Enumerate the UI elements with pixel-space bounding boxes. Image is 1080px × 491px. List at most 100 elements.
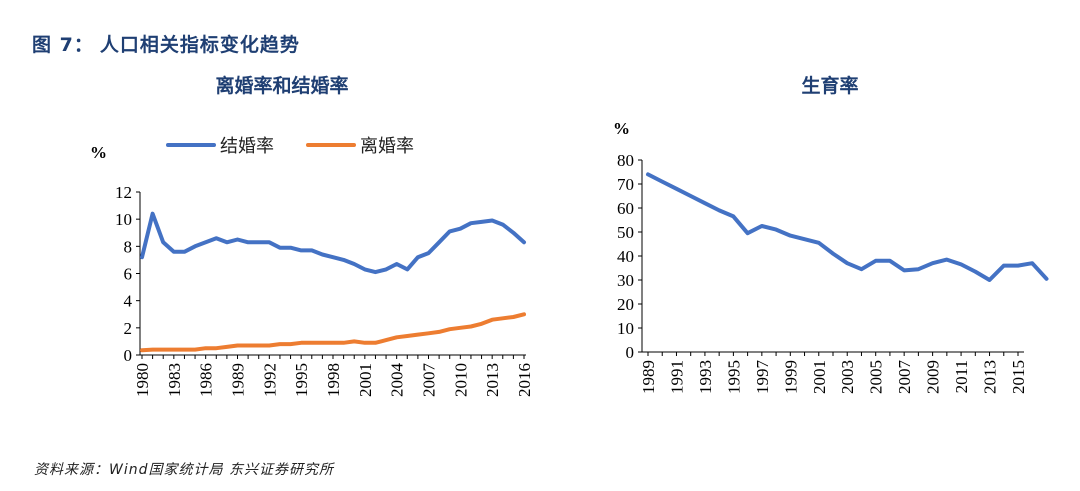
data-point: [646, 172, 650, 176]
x-tick-label: 2007: [895, 360, 914, 395]
data-point: [522, 312, 526, 316]
x-tick-label: 2010: [451, 363, 470, 397]
data-point: [363, 341, 367, 345]
data-point: [172, 250, 176, 254]
x-tick-label: 1989: [229, 363, 248, 397]
data-point: [469, 221, 473, 225]
x-tick-label: 2005: [867, 360, 886, 394]
data-point: [437, 330, 441, 334]
x-tick-label: 2001: [356, 363, 375, 397]
data-point: [1030, 261, 1034, 265]
data-point: [973, 270, 977, 274]
x-tick-label: 2009: [924, 360, 943, 394]
data-point: [161, 348, 165, 352]
data-point: [458, 326, 462, 330]
data-point: [151, 348, 155, 352]
data-point: [320, 341, 324, 345]
data-point: [874, 259, 878, 263]
data-point: [352, 339, 356, 343]
figure-title: 图 7： 人口相关指标变化趋势: [32, 30, 300, 57]
figure-title-text: 人口相关指标变化趋势: [99, 34, 300, 56]
chart-title: 生育率: [801, 74, 858, 97]
x-tick-label: 1989: [639, 360, 658, 394]
data-point: [426, 251, 431, 255]
x-tick-label: 1993: [696, 360, 715, 394]
data-point: [405, 267, 409, 271]
data-point: [278, 342, 282, 346]
marriage-divorce-chart: 离婚率和结婚率% 0 2 4 6 8 10 12 1980 1983 1986 1989 1992 199…: [90, 74, 534, 397]
data-point: [437, 240, 441, 244]
x-tick-label: 2015: [1009, 360, 1028, 394]
y-tick-label: 20: [617, 295, 634, 314]
data-point: [214, 236, 218, 240]
data-point: [235, 237, 240, 242]
data-point: [480, 220, 484, 224]
data-point: [182, 348, 186, 352]
data-point: [458, 227, 462, 231]
x-tick-label: 1997: [753, 360, 772, 395]
data-point: [788, 234, 792, 238]
y-tick-label: 60: [617, 199, 634, 218]
data-point: [257, 343, 261, 348]
data-point: [405, 334, 409, 338]
data-point: [267, 343, 271, 348]
x-tick-label: 2013: [981, 360, 1000, 394]
x-tick-label: 2007: [420, 363, 439, 398]
data-point: [501, 223, 505, 227]
data-point: [289, 246, 293, 250]
data-point: [931, 261, 935, 265]
x-tick-label: 1995: [292, 363, 311, 397]
data-point: [689, 194, 693, 198]
data-point: [140, 348, 144, 352]
x-tick-label: 1999: [781, 360, 800, 394]
data-point: [310, 341, 314, 345]
data-point: [448, 327, 452, 331]
data-point: [331, 255, 335, 259]
data-point: [342, 341, 346, 345]
data-point: [257, 240, 261, 244]
x-tick-label: 2003: [838, 360, 857, 394]
data-point: [490, 218, 494, 223]
legend-label: 离婚率: [360, 136, 414, 157]
data-point: [746, 231, 750, 235]
data-point: [987, 278, 992, 282]
data-point: [395, 262, 399, 266]
data-point: [384, 338, 388, 342]
x-tick-label: 1992: [260, 363, 279, 397]
data-point: [831, 252, 835, 256]
y-tick-label: 2: [124, 319, 133, 338]
data-point: [193, 244, 197, 248]
data-point: [310, 248, 314, 252]
y-tick-label: 6: [124, 265, 133, 284]
data-point: [416, 333, 420, 337]
data-point: [395, 335, 399, 339]
data-point: [246, 343, 250, 348]
data-point: [802, 237, 807, 241]
data-point: [342, 258, 346, 262]
y-tick-label: 10: [115, 210, 132, 229]
x-tick-label: 2016: [515, 363, 534, 397]
data-point: [140, 255, 144, 259]
x-tick-label: 1980: [133, 363, 152, 397]
data-point: [352, 262, 356, 266]
data-point: [267, 240, 271, 244]
data-point: [1016, 264, 1020, 268]
data-point: [331, 341, 335, 345]
data-point: [501, 316, 505, 320]
y-tick-label: 80: [617, 151, 634, 170]
data-point: [469, 324, 473, 329]
data-point: [235, 343, 240, 348]
x-tick-label: 1995: [724, 360, 743, 394]
y-tick-label: 4: [124, 292, 133, 311]
y-tick-label: 30: [617, 271, 634, 290]
data-point: [888, 259, 892, 263]
data-point: [299, 341, 303, 345]
data-point: [426, 331, 431, 335]
figure-number: 图 7：: [32, 34, 94, 56]
y-tick-label: 12: [115, 183, 132, 202]
y-tick-label: 70: [617, 175, 634, 194]
data-point: [902, 268, 906, 272]
data-point: [1002, 264, 1006, 268]
data-point: [320, 252, 324, 257]
